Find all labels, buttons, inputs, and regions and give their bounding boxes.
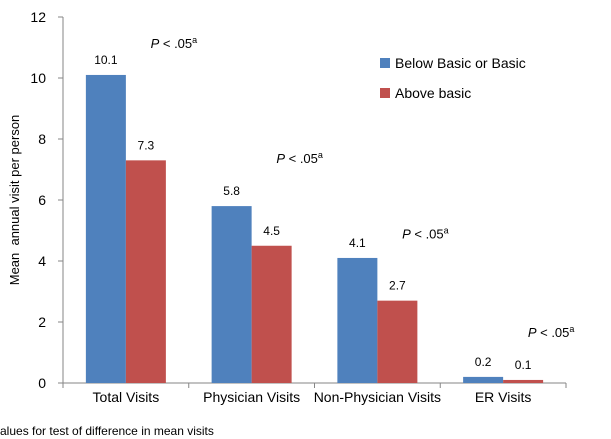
legend-label: Above basic [395,85,471,101]
legend: Below Basic or Basic Above basic [380,55,526,101]
bar-below-basic [85,74,126,383]
legend-label: Below Basic or Basic [395,55,526,71]
y-tick-label: 0 [38,375,46,391]
x-tick-label: ER Visits [475,389,532,405]
bar-above-basic [503,379,544,383]
y-tick-label: 10 [30,70,46,86]
significance-note: P < .05a [402,226,449,242]
y-tick-label: 8 [38,131,46,147]
y-axis-title: Mean annual visit per person [7,115,22,286]
y-tick-label: 2 [38,314,46,330]
value-labels: 10.1 7.3 5.8 4.5 4.1 2.7 0.2 0.1 [94,53,532,372]
bar-below-basic [463,376,504,383]
x-tick-label: Non-Physician Visits [314,389,441,405]
data-label: 5.8 [223,184,240,198]
bar-below-basic [337,257,378,383]
y-tick-label: 6 [38,192,46,208]
data-label: 0.1 [515,358,532,372]
axes: 0 2 4 6 8 10 12 Mean annual visit per person Tot… [7,9,567,405]
data-label: 2.7 [389,279,406,293]
bars [85,74,544,383]
data-label: 0.2 [475,355,492,369]
data-label: 4.5 [263,224,280,238]
bar-above-basic [125,160,166,383]
x-tick-label: Total Visits [93,389,160,405]
legend-swatch-below-basic [380,58,390,68]
bar-above-basic [377,300,418,383]
y-tick-label: 12 [30,9,46,25]
x-tick-label: Physician Visits [203,389,300,405]
significance-note: P < .05a [276,150,323,166]
bar-below-basic [211,206,252,383]
significance-note: P < .05a [151,35,198,51]
bar-above-basic [251,245,292,383]
data-label: 4.1 [349,236,366,250]
data-label: 7.3 [138,138,155,152]
significance-annotations: P < .05a P < .05a P < .05a P < .05a [151,35,575,340]
data-label: 10.1 [94,53,118,67]
significance-note: P < .05a [528,324,575,340]
footnote: alues for test of difference in mean vis… [0,424,214,438]
y-tick-label: 4 [38,253,46,269]
legend-swatch-above-basic [380,88,390,98]
